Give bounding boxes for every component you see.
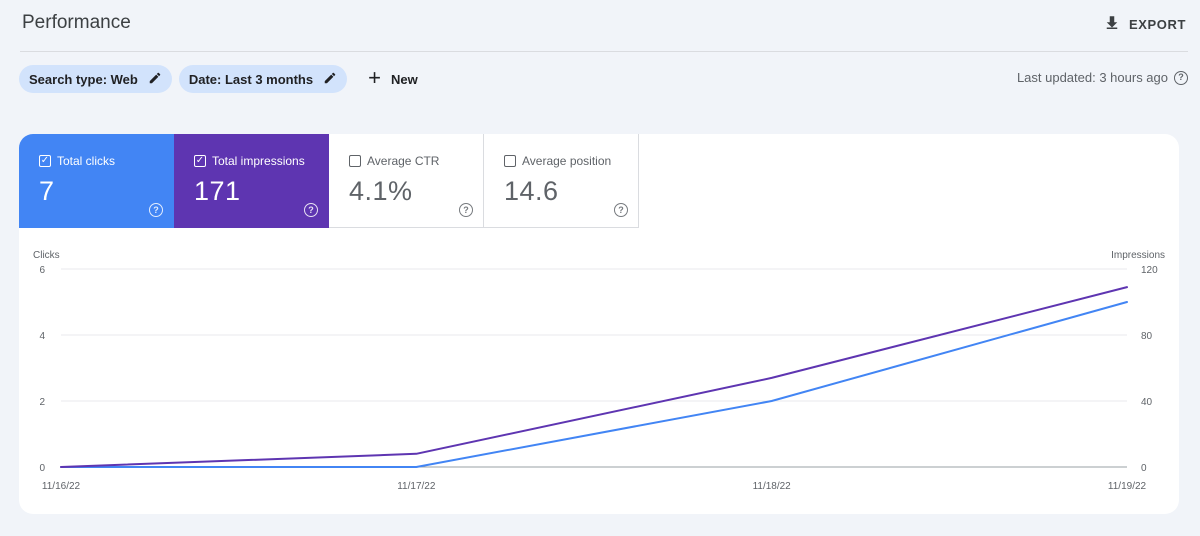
new-label: New [390,71,418,87]
left-tick-label: 4 [39,331,45,342]
help-icon[interactable]: ? [459,203,473,217]
x-tick-label: 11/17/22 [397,481,436,492]
metric-average-position[interactable]: Average position 14.6 ? [484,134,639,228]
export-label: EXPORT [1128,16,1186,32]
download-icon [1103,14,1121,35]
right-tick-label: 0 [1141,463,1147,474]
metric-value: 4.1% [349,176,413,206]
search-type-label: Search type: Web [29,71,138,87]
edit-pencil-icon[interactable] [323,71,337,88]
metric-value: 171 [194,176,241,206]
left-axis-label: Clicks [33,250,60,261]
x-tick-label: 11/18/22 [753,481,792,492]
metric-value: 14.6 [504,176,559,206]
checkbox-unchecked-icon[interactable] [504,155,516,167]
x-tick-label: 11/16/22 [42,481,81,492]
metric-average-ctr[interactable]: Average CTR 4.1% ? [329,134,484,228]
series-line-clicks [60,301,1128,468]
metric-value: 7 [39,176,55,206]
metric-label: Average position [522,154,612,168]
metric-total-impressions[interactable]: ✓ Total impressions 171 ? [174,134,329,228]
series-line-impressions [60,286,1128,468]
metric-total-clicks[interactable]: ✓ Total clicks 7 ? [19,134,174,228]
help-icon[interactable]: ? [614,203,628,217]
help-icon[interactable]: ? [149,203,163,217]
date-chip[interactable]: Date: Last 3 months [178,65,348,93]
metric-label: Average CTR [367,154,440,168]
plus-icon: + [368,65,381,90]
right-axis-label: Impressions [1111,250,1165,261]
performance-card: ✓ Total clicks 7 ? ✓ Total impressions 1… [19,134,1179,514]
performance-chart: Clicks Impressions 0 2 4 6 0 40 80 120 11/16/22… [19,234,1179,504]
last-updated-text: Last updated: 3 hours ago [1016,70,1168,85]
date-label: Date: Last 3 months [188,71,314,87]
left-tick-label: 2 [39,397,45,408]
left-tick-label: 0 [39,463,45,474]
checkbox-unchecked-icon[interactable] [349,155,361,167]
last-updated: Last updated: 3 hours ago ? [1017,70,1188,85]
checkbox-checked-icon[interactable]: ✓ [39,155,51,167]
filter-bar: Search type: Web Date: Last 3 months + N… [19,65,428,93]
left-tick-label: 6 [39,265,45,276]
x-tick-label: 11/19/22 [1108,481,1147,492]
edit-pencil-icon[interactable] [148,71,162,88]
new-filter-button[interactable]: + New [354,65,428,93]
export-button[interactable]: EXPORT [1103,12,1186,36]
right-tick-label: 80 [1141,331,1153,342]
metric-label: Total clicks [57,154,116,168]
chart-svg: Clicks Impressions 0 2 4 6 0 40 80 120 11/16/22… [33,250,1165,492]
help-icon[interactable]: ? [304,203,318,217]
right-tick-label: 40 [1141,397,1153,408]
right-tick-label: 120 [1141,265,1158,276]
page-header: Performance EXPORT [20,0,1188,52]
search-type-chip[interactable]: Search type: Web [19,65,172,93]
metric-label: Total impressions [212,154,305,168]
help-icon[interactable]: ? [1174,70,1188,85]
checkbox-checked-icon[interactable]: ✓ [194,155,206,167]
page-title: Performance [22,12,131,33]
metric-tiles: ✓ Total clicks 7 ? ✓ Total impressions 1… [19,134,639,228]
